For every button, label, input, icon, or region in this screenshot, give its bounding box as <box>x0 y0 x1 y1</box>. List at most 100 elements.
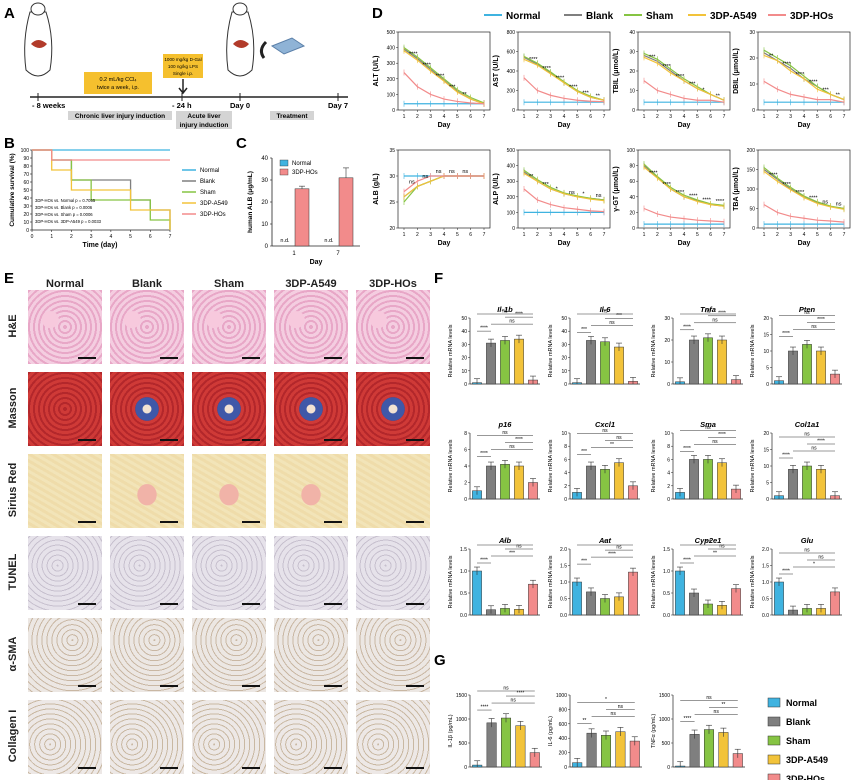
row-label: H&E <box>7 314 19 338</box>
significance-label: ** <box>836 93 841 99</box>
tick-label: 35 <box>389 148 395 154</box>
chart-title: Cyp2e1 <box>695 536 722 545</box>
bar-3dp-a549 <box>718 732 729 768</box>
tick-label: 5 <box>766 481 769 487</box>
significance-label: ns <box>616 545 622 551</box>
tick-label: 0 <box>564 765 567 771</box>
tick-label: 1 <box>403 114 406 120</box>
tick-label: 20 <box>629 69 635 75</box>
significance-label: ns <box>811 324 817 330</box>
bar-normal <box>572 581 582 616</box>
significance-label: ns <box>511 698 517 704</box>
tick-label: 20 <box>629 210 635 216</box>
series-line-3dp-a549 <box>403 175 484 198</box>
tick-label: 10 <box>561 369 567 375</box>
x-axis-label: Day <box>558 240 571 247</box>
significance-label: **** <box>569 84 578 90</box>
significance-label: **** <box>515 312 523 318</box>
tick-label: 4 <box>109 234 112 240</box>
scale-bar <box>160 603 178 605</box>
scale-bar <box>242 357 260 359</box>
chart-title: Cxcl1 <box>595 420 615 429</box>
tick-label: 1 <box>403 232 406 238</box>
tick-label: 100 <box>507 210 516 216</box>
significance-label: **** <box>809 80 818 86</box>
panel-label-f: F <box>434 270 443 287</box>
chart-title: Il-1b <box>497 305 513 314</box>
significance-label: **** <box>662 182 671 188</box>
tick-label: 6 <box>829 114 832 120</box>
tick-label: 0 <box>564 382 567 388</box>
tick-label: 1500 <box>456 693 467 699</box>
tick-label: 5 <box>456 232 459 238</box>
legend-swatch <box>767 735 781 746</box>
chart-title: Sma <box>700 420 716 429</box>
tick-label: 40 <box>23 196 29 202</box>
nd-label: n.d. <box>280 238 290 244</box>
histology-image <box>28 700 102 774</box>
protocol-box-text: 0.2 mL/kg CCl₄ <box>99 77 137 83</box>
tick-label: 10 <box>763 349 769 355</box>
tick-label: 4 <box>563 232 566 238</box>
significance-label: *** <box>616 313 622 319</box>
tick-label: 3 <box>669 232 672 238</box>
timeline-tick-label: - 24 h <box>172 101 192 110</box>
tick-label: 20 <box>763 431 769 437</box>
significance-label: ns <box>804 432 810 438</box>
tick-label: 15 <box>763 448 769 454</box>
stat-text: 3DP-HOs vs. Blank p = 0.0006 <box>35 205 93 210</box>
timeline-tick-label: Day 7 <box>328 101 348 110</box>
tick-label: 100 <box>387 92 396 98</box>
tick-label: 1 <box>643 232 646 238</box>
phase-bar <box>270 111 314 120</box>
histology-image <box>274 454 348 528</box>
scale-bar <box>324 685 342 687</box>
tick-label: 10 <box>664 431 670 437</box>
tick-label: 400 <box>387 46 396 52</box>
y-axis-label: Relative mRNA levels <box>448 439 454 492</box>
significance-label: **** <box>769 172 778 178</box>
tick-label: 0 <box>512 108 515 114</box>
significance-label: **** <box>782 453 790 459</box>
y-axis-label: DBIL (μmol/L) <box>733 48 740 94</box>
significance-label: ns <box>502 309 508 315</box>
significance-label: **** <box>649 170 658 176</box>
significance-label: **** <box>684 716 692 722</box>
legend-swatch <box>767 697 781 708</box>
bar-blank <box>689 459 699 500</box>
significance-label: ns <box>503 686 509 692</box>
tick-label: 5 <box>576 114 579 120</box>
row-label: Masson <box>7 387 19 429</box>
tick-label: 0 <box>464 382 467 388</box>
tick-label: 0.5 <box>762 597 769 603</box>
panel-label-e: E <box>4 270 14 287</box>
significance-label: ns <box>611 711 617 717</box>
tick-label: 4 <box>443 232 446 238</box>
y-axis-label: Relative mRNA levels <box>548 439 554 492</box>
y-axis-label: TNFα (pg/mL) <box>651 714 657 749</box>
bar-normal <box>675 570 685 616</box>
significance-label: ** <box>716 93 721 99</box>
tick-label: 300 <box>507 179 516 185</box>
significance-label: **** <box>782 182 791 188</box>
significance-label: ns <box>705 309 711 315</box>
y-axis-label: human ALB (μg/mL) <box>247 171 254 233</box>
legend-label: 3DP-A549 <box>786 755 828 765</box>
tick-label: 0 <box>632 226 635 232</box>
tick-label: 8 <box>564 444 567 450</box>
bar-blank <box>486 342 496 385</box>
significance-label: **** <box>515 437 523 443</box>
survival-chart: 0 10 20 30 40 50 60 70 80 90 100 0 1 2 3 4 5 6 7 Time (day)… <box>9 148 228 249</box>
tick-label: 8 <box>464 431 467 437</box>
tick-label: 6 <box>464 448 467 454</box>
tick-label: 1.0 <box>663 569 670 575</box>
tick-label: 2.0 <box>762 547 769 553</box>
bar-sham <box>703 459 713 500</box>
significance-label: **** <box>556 76 565 82</box>
tick-label: 0 <box>464 765 467 771</box>
bar-3dp-hos <box>294 188 310 247</box>
y-axis-label: Relative mRNA levels <box>548 324 554 377</box>
legend-label: Normal <box>506 11 541 22</box>
y-axis-label: Relative mRNA levels <box>651 439 657 492</box>
